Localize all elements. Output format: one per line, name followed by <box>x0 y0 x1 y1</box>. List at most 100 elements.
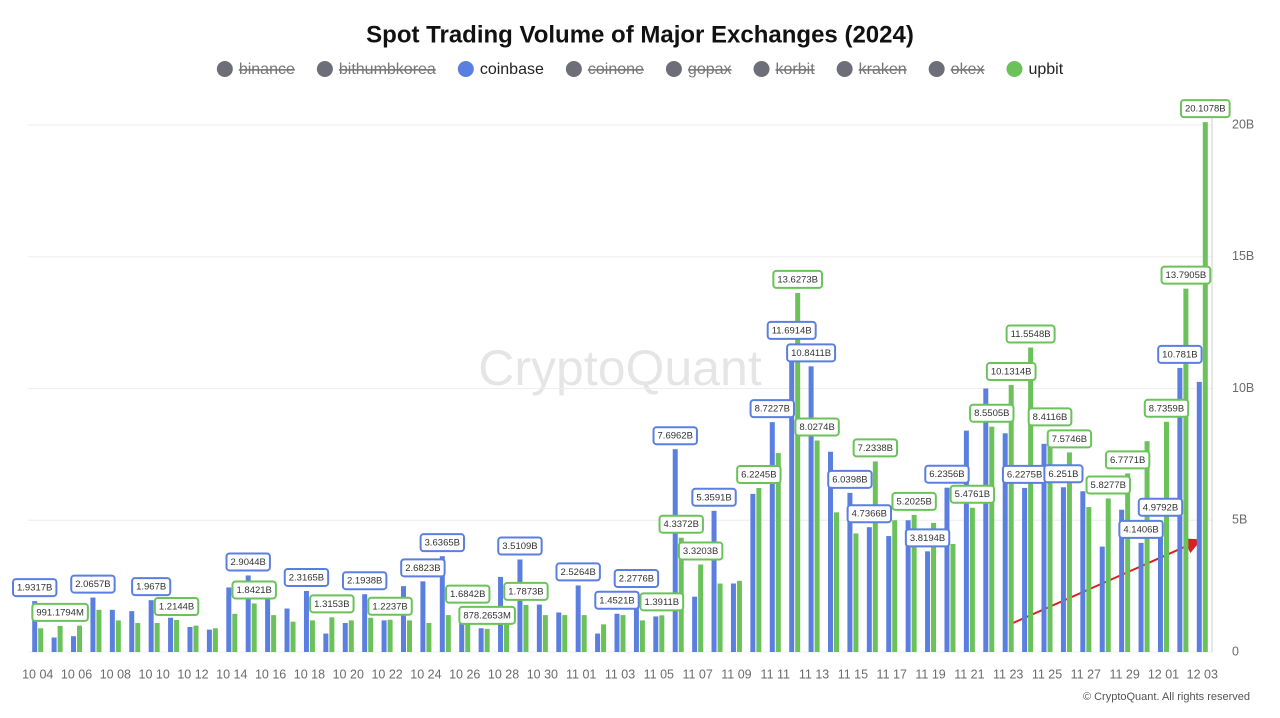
data-label-text: 878.2653M <box>463 610 511 621</box>
data-label: 13.6273B <box>772 269 824 289</box>
x-tick-label: 11 01 <box>566 667 596 681</box>
legend-item[interactable]: upbit <box>1006 61 1064 78</box>
data-label: 4.7366B <box>846 504 893 524</box>
data-label-text: 1.9317B <box>17 583 52 594</box>
x-tick-label: 11 09 <box>721 667 751 681</box>
data-label-box <box>1118 519 1164 539</box>
bar <box>950 543 956 652</box>
bar <box>303 590 309 652</box>
data-label-box <box>31 602 89 622</box>
y-tick-label: 15B <box>1232 249 1254 263</box>
bar <box>1105 498 1111 652</box>
bar <box>484 628 490 652</box>
data-label-text: 4.1406B <box>1123 524 1158 535</box>
bar <box>1202 122 1208 652</box>
data-label-box <box>772 269 824 289</box>
data-label-box <box>652 426 698 446</box>
data-label-text: 5.3591B <box>696 492 731 503</box>
data-label-box <box>786 343 837 363</box>
bar <box>265 599 271 652</box>
credit: © CryptoQuant. All rights reserved <box>1083 691 1250 703</box>
data-label: 3.3203B <box>677 541 724 561</box>
data-label-box <box>1157 344 1203 364</box>
x-tick-label: 11 23 <box>993 667 1023 681</box>
bar <box>756 487 762 652</box>
legend-item[interactable]: kraken <box>836 61 907 78</box>
data-label: 4.1406B <box>1118 519 1164 539</box>
data-label-text: 7.5746B <box>1052 434 1087 445</box>
data-label-text: 1.3153B <box>314 599 349 610</box>
legend-item[interactable]: gopax <box>665 61 732 78</box>
data-label-box <box>1160 265 1212 285</box>
y-tick-label: 0 <box>1232 644 1239 658</box>
legend-item[interactable]: okex <box>928 61 985 78</box>
x-tick-label: 11 27 <box>1071 667 1101 681</box>
bar <box>736 580 742 652</box>
x-tick-label: 10 04 <box>22 667 53 681</box>
data-label-box <box>949 484 996 504</box>
data-label-text: 2.6823B <box>405 563 440 574</box>
data-label: 8.7227B <box>749 399 795 419</box>
bar <box>523 604 529 652</box>
data-label-box <box>497 536 543 556</box>
data-label-text: 8.0274B <box>799 422 834 433</box>
data-label: 4.3372B <box>658 514 704 534</box>
data-label: 11.5548B <box>1005 324 1056 344</box>
legend-swatch <box>836 61 853 77</box>
bar <box>309 620 315 652</box>
legend-swatch <box>316 61 333 77</box>
data-label-box <box>736 464 782 484</box>
data-label-text: 6.251B <box>1048 469 1078 480</box>
legend-item[interactable]: bithumbkorea <box>316 61 436 78</box>
data-label: 2.0657B <box>70 574 116 594</box>
data-label: 8.4116B <box>1027 407 1073 427</box>
bar <box>1002 433 1008 652</box>
data-label-box <box>613 568 660 588</box>
bar <box>1119 509 1125 652</box>
data-label-box <box>309 594 355 614</box>
legend-item[interactable]: korbit <box>753 61 816 78</box>
bar <box>872 461 878 652</box>
bar <box>925 551 931 652</box>
data-label: 2.9044B <box>225 552 271 572</box>
data-label-text: 3.3203B <box>683 546 718 557</box>
x-tick-label: 10 08 <box>100 667 131 681</box>
bar <box>1008 385 1014 652</box>
bar <box>730 583 736 652</box>
data-label: 1.6842B <box>445 584 491 604</box>
data-label-box <box>852 438 899 458</box>
data-label-text: 6.2245B <box>741 470 776 481</box>
legend-swatch <box>753 61 770 77</box>
data-label: 8.0274B <box>794 417 840 437</box>
data-label-text: 4.7366B <box>852 509 887 520</box>
legend-item[interactable]: binance <box>216 61 295 78</box>
x-tick-label: 10 14 <box>216 667 247 681</box>
bar <box>1041 443 1047 652</box>
bar <box>556 612 562 652</box>
data-label-text: 2.1938B <box>347 576 382 587</box>
legend-label: upbit <box>1028 61 1063 78</box>
bar <box>866 527 872 652</box>
x-tick-label: 10 18 <box>294 667 325 681</box>
bar <box>595 633 601 652</box>
data-label-text: 1.967B <box>136 582 166 593</box>
bar <box>212 628 218 652</box>
bar <box>1196 381 1202 652</box>
data-label: 6.2275B <box>1001 464 1048 484</box>
legend-item[interactable]: coinbase <box>457 61 544 78</box>
bar <box>168 617 174 652</box>
bar <box>271 615 277 652</box>
bar <box>542 615 548 652</box>
data-label: 1.9317B <box>12 578 58 598</box>
data-label-text: 3.6365B <box>425 538 460 549</box>
y-tick-label: 5B <box>1232 513 1247 527</box>
data-label-text: 13.6273B <box>777 274 818 285</box>
data-label: 7.5746B <box>1046 429 1093 449</box>
legend-item[interactable]: coinone <box>565 61 644 78</box>
bar <box>400 586 406 652</box>
data-label: 5.4761B <box>949 484 996 504</box>
bar <box>232 613 238 652</box>
x-tick-label: 11 21 <box>954 667 984 681</box>
y-tick-label: 10B <box>1232 381 1254 395</box>
legend-swatch <box>457 61 474 77</box>
